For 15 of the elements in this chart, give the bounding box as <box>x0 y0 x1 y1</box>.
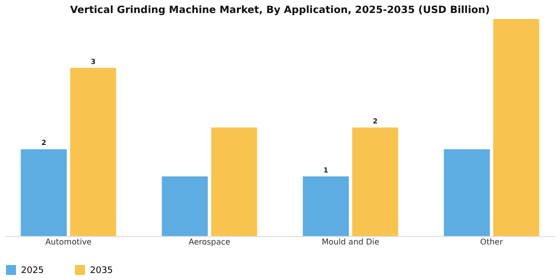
legend-label: 2025 <box>21 266 44 276</box>
bar <box>20 149 67 236</box>
legend-label: 2035 <box>90 266 113 276</box>
bar <box>444 149 490 236</box>
bar <box>302 176 349 236</box>
chart-title: Vertical Grinding Machine Market, By Application, 2025-2035 (USD Billion) <box>70 5 490 16</box>
bar <box>211 128 258 236</box>
x-tick-label: Mould and Die <box>322 238 380 246</box>
x-tick-label: Automotive <box>45 238 92 246</box>
bar <box>493 19 540 236</box>
x-tick-label: Other <box>480 238 504 246</box>
x-tick-label: Aerospace <box>188 238 230 246</box>
bar <box>70 68 116 236</box>
bar <box>162 176 208 236</box>
bar <box>352 128 398 236</box>
